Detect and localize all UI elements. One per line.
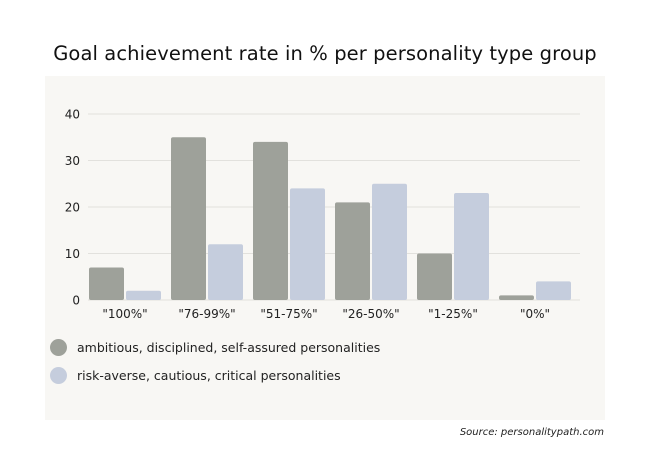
y-tick-label: 0 <box>72 294 80 308</box>
legend-swatch-ambitious <box>50 338 67 356</box>
bar-ambitious <box>499 295 534 300</box>
x-tick-label: "51-75%" <box>260 307 317 321</box>
legend-label-risk-averse: risk-averse, cautious, critical personal… <box>77 367 341 383</box>
bar-risk-averse <box>536 281 571 300</box>
x-tick-label: "0%" <box>520 307 550 321</box>
y-tick-label: 20 <box>65 201 80 215</box>
bar-ambitious <box>335 202 370 300</box>
bar-ambitious <box>171 137 206 300</box>
x-tick-label: "26-50%" <box>342 307 399 321</box>
bar-ambitious <box>253 141 288 300</box>
x-tick-label: "76-99%" <box>178 307 235 321</box>
chart-title: Goal achievement rate in % per personali… <box>53 42 597 65</box>
legend-label-ambitious: ambitious, disciplined, self-assured per… <box>77 339 381 355</box>
y-tick-label: 30 <box>65 154 80 168</box>
bar-ambitious <box>89 267 124 300</box>
bar-risk-averse <box>454 193 489 300</box>
legend-swatch-risk-averse <box>50 366 67 384</box>
bar-risk-averse <box>290 188 325 300</box>
source-note: Source: personalitypath.com <box>459 427 604 438</box>
legend-item-ambitious: ambitious, disciplined, self-assured per… <box>50 337 380 357</box>
x-tick-label: "1-25%" <box>428 307 478 321</box>
x-tick-label: "100%" <box>102 307 147 321</box>
bar-risk-averse <box>126 290 161 300</box>
bar-risk-averse <box>372 183 407 300</box>
y-tick-label: 10 <box>65 247 80 261</box>
y-tick-label: 40 <box>65 108 80 122</box>
legend-item-risk-averse: risk-averse, cautious, critical personal… <box>50 365 380 385</box>
bar-ambitious <box>417 253 452 300</box>
bar-risk-averse <box>208 244 243 300</box>
legend: ambitious, disciplined, self-assured per… <box>50 337 380 393</box>
